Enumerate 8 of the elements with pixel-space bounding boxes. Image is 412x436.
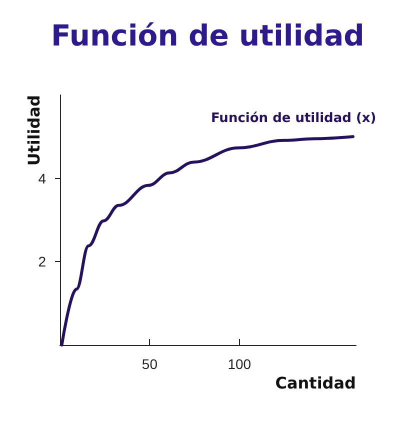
x-tick-label: 100 xyxy=(228,356,252,372)
x-axis-title: Cantidad xyxy=(275,374,356,392)
x-tick-label: 50 xyxy=(142,356,158,372)
y-tick-label: 2 xyxy=(38,254,46,270)
chart-title: Función de utilidad xyxy=(51,18,364,52)
y-tick-label: 4 xyxy=(38,170,46,186)
y-axis-title: Utilidad xyxy=(24,95,44,166)
series-label: Función de utilidad (x) xyxy=(210,111,376,126)
